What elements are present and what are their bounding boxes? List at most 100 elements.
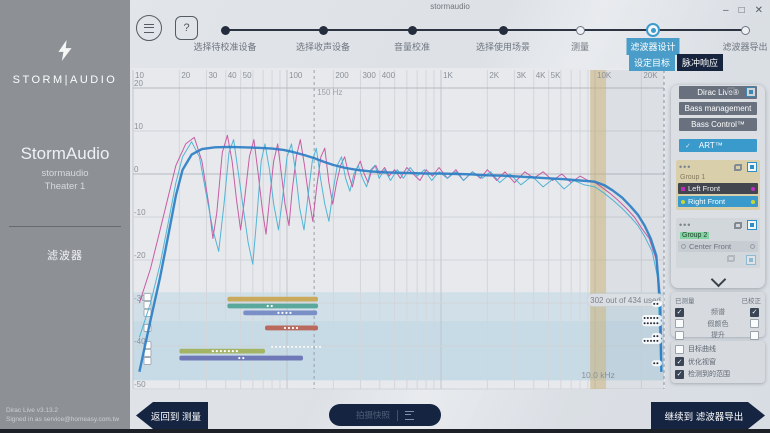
step-dot — [318, 25, 328, 35]
band-bar[interactable] — [265, 325, 319, 331]
mode-button-dirac-live[interactable]: Dirac Live® — [679, 86, 757, 99]
back-to-measure-button[interactable]: 返回到 测量 — [136, 402, 208, 429]
channel-center-front[interactable]: Center Front — [678, 241, 758, 252]
corrected-falsecolor-checkbox[interactable]: ✓ — [750, 319, 759, 328]
step-dot — [646, 23, 660, 37]
step-dot — [575, 25, 585, 35]
group-name: Group 1 — [680, 174, 706, 181]
app-version: Dirac Live v3.13.2 — [6, 406, 59, 414]
group-copy-icon[interactable] — [734, 221, 742, 229]
project-title: StormAudio — [20, 144, 110, 163]
channel-color-dot — [751, 186, 755, 191]
channel-ring-marker — [750, 244, 755, 249]
wizard-stepper: 选择待校准设备 选择收声设备 音量校准 选择使用场景 测量 滤波器设计 滤波器导… — [130, 0, 770, 71]
group-copy-icon[interactable] — [734, 163, 742, 171]
group-focus-icon[interactable] — [747, 162, 757, 172]
close-button[interactable]: ✕ — [754, 5, 763, 16]
band-checkbox[interactable] — [143, 293, 152, 301]
chevron-down-icon[interactable] — [710, 271, 726, 288]
band-bar[interactable] — [179, 348, 266, 354]
curve-corrected — [138, 145, 663, 373]
channel-color-dot — [751, 199, 755, 204]
svg-text:-20: -20 — [134, 251, 146, 260]
step-dot — [740, 25, 750, 35]
response-curves — [138, 134, 663, 373]
project-theater: Theater 1 — [44, 181, 86, 192]
crossover-bands[interactable] — [179, 296, 322, 361]
brand-logo: STORM|AUDIO — [12, 74, 118, 86]
mode-button-bass-control[interactable]: Bass Control™ — [679, 118, 757, 131]
option-target-curve: ✓ 目标曲线 — [675, 344, 761, 354]
band-checkboxes[interactable] — [143, 293, 152, 365]
svg-text:50: 50 — [243, 71, 252, 80]
optimization-window-checkbox[interactable]: ✓ — [675, 357, 684, 366]
band-bar[interactable] — [243, 310, 318, 316]
partial-group-icons — [678, 255, 758, 265]
filter-design-subtabs: 设定目标 脉冲响应 — [629, 54, 724, 71]
legend-row-gain: ✓ 提升 ✓ — [675, 330, 761, 340]
group-focus-icon[interactable] — [747, 220, 757, 230]
frequency-response-chart[interactable]: 10 20 30 40 50 100 200 300 400 1K 2K 3K 4K 5K 10K 20K 20… — [131, 68, 665, 390]
svg-text:2K: 2K — [489, 71, 499, 80]
svg-text:20K: 20K — [643, 71, 658, 80]
menu-button[interactable] — [136, 15, 162, 41]
help-button[interactable]: ? — [175, 16, 198, 40]
curtain-frequency-label: 10.0 kHz — [581, 370, 615, 380]
chart-svg[interactable]: 10 20 30 40 50 100 200 300 400 1K 2K 3K 4K 5K 10K 20K20… — [131, 68, 665, 390]
snapshot-list-icon — [405, 410, 414, 420]
corrected-spectrum-checkbox[interactable]: ✓ — [750, 307, 759, 317]
mode-button-art[interactable]: ✓ ART™ — [679, 139, 757, 152]
band-drag-handles[interactable] — [642, 300, 662, 367]
svg-text:30: 30 — [208, 71, 217, 80]
signed-in-account: Signed in as service@homeasy.com.tw — [6, 416, 120, 424]
corrected-gain-checkbox[interactable]: ✓ — [750, 330, 759, 340]
cursor-label: 150 Hz — [317, 88, 342, 97]
channel-ring-marker — [681, 244, 686, 249]
band-checkbox[interactable] — [143, 357, 152, 365]
sidebar-item-filters[interactable]: 滤波器 — [47, 250, 83, 262]
continue-to-export-button[interactable]: 继续到 滤波器导出 — [651, 402, 765, 429]
grid-vertical — [132, 70, 642, 389]
frequency-curtain[interactable] — [590, 70, 607, 389]
maximize-button[interactable]: □ — [738, 5, 745, 16]
stepper-line — [225, 29, 745, 31]
measured-header: 已测量 — [675, 298, 695, 305]
channel-color-dot — [681, 199, 685, 204]
measured-gain-checkbox[interactable]: ✓ — [675, 330, 684, 340]
measured-falsecolor-checkbox[interactable]: ✓ — [675, 319, 684, 328]
mode-button-bass-management[interactable]: Bass management — [679, 102, 757, 115]
group-card-1: ••• Group 1 Left Front Right Front — [676, 160, 760, 210]
band-bar[interactable] — [179, 355, 303, 361]
svg-text:-30: -30 — [134, 294, 146, 303]
group-menu-button[interactable]: ••• — [679, 161, 692, 172]
db-axis-labels: 20 10 0 -10 -20 -30 -40 -50 — [134, 79, 146, 389]
svg-text:4K: 4K — [536, 71, 546, 80]
svg-text:100: 100 — [289, 71, 303, 80]
tab-impulse-response[interactable]: 脉冲响应 — [677, 54, 724, 71]
corrected-header: 已校正 — [741, 298, 762, 305]
band-edit-strip — [133, 292, 664, 322]
freq-axis-labels: 10 20 30 40 50 100 200 300 400 1K 2K 3K 4K 5K 10K 20K — [135, 71, 658, 80]
legend-row-falsecolor: ✓ 假颜色 ✓ — [675, 319, 761, 329]
target-curve-checkbox[interactable]: ✓ — [675, 344, 684, 354]
band-bar[interactable] — [227, 296, 319, 302]
button-divider — [397, 409, 398, 421]
svg-text:20: 20 — [134, 79, 143, 88]
svg-text:200: 200 — [335, 71, 349, 80]
svg-text:10: 10 — [135, 71, 144, 80]
group-copy-icon — [727, 87, 735, 94]
channel-left-front[interactable]: Left Front — [678, 183, 758, 194]
group-menu-button[interactable]: ••• — [679, 219, 692, 230]
tab-set-target[interactable]: 设定目标 — [629, 54, 676, 71]
svg-text:-10: -10 — [134, 208, 146, 217]
measured-spectrum-checkbox[interactable]: ✓ — [675, 307, 684, 317]
group-focus-icon — [746, 87, 756, 97]
detected-range-checkbox[interactable]: ✓ — [675, 369, 684, 379]
group-name: Group 2 — [680, 232, 710, 239]
channel-right-front[interactable]: Right Front — [678, 196, 758, 207]
channel-color-marker — [681, 186, 685, 191]
legend-row-spectrum: ✓ 频谱 ✓ — [675, 307, 759, 317]
minimize-button[interactable]: – — [723, 5, 729, 16]
take-snapshot-button[interactable]: 拍摄快照 — [329, 404, 441, 426]
